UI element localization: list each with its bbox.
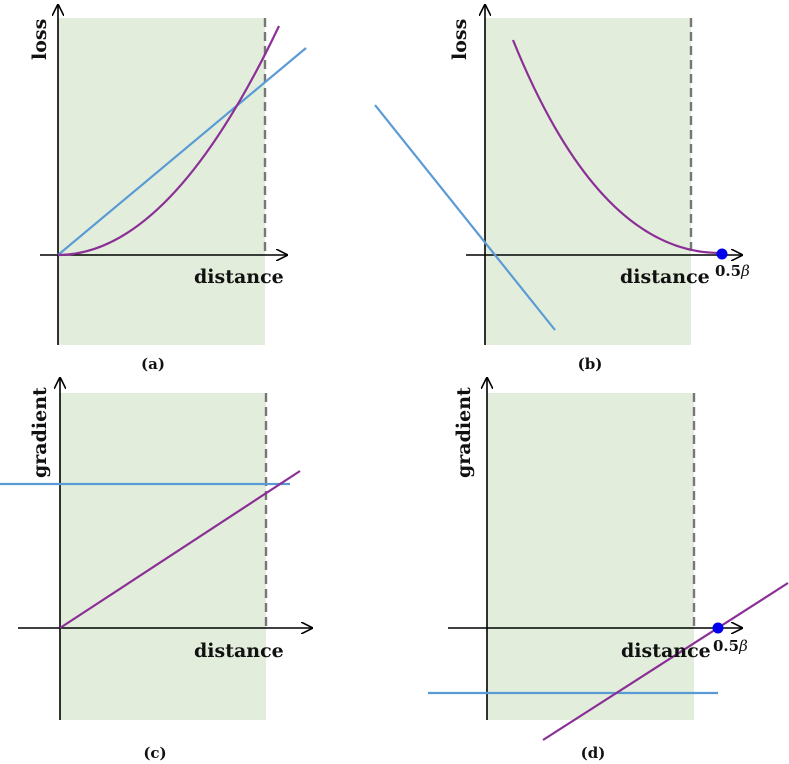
x-axis-label: distance bbox=[621, 640, 711, 662]
blue-linear-curve bbox=[57, 47, 307, 256]
purple-linear-gradient bbox=[59, 470, 301, 629]
panel-a: loss distance (a) bbox=[29, 5, 307, 373]
panel-b: loss distance 0.5β (b) bbox=[374, 5, 750, 373]
y-axis-label: gradient bbox=[453, 387, 475, 478]
x-axis-label: distance bbox=[620, 266, 710, 288]
shaded-region bbox=[58, 18, 265, 345]
shaded-region bbox=[487, 393, 694, 720]
half-beta-label: 0.5β bbox=[713, 637, 748, 655]
purple-quadratic-curve bbox=[57, 25, 280, 257]
panel-d: gradient distance 0.5β (d) bbox=[428, 378, 789, 762]
panel-caption: (a) bbox=[141, 355, 165, 373]
panel-caption: (c) bbox=[143, 744, 166, 762]
panel-c: gradient distance (c) bbox=[0, 378, 312, 762]
shaded-region bbox=[60, 393, 266, 720]
blue-linear-curve bbox=[374, 104, 556, 331]
x-axis-label: distance bbox=[194, 266, 284, 288]
shaded-region bbox=[485, 18, 691, 345]
y-axis-label: loss bbox=[29, 19, 51, 60]
y-axis-label: gradient bbox=[29, 387, 51, 478]
x-axis-label: distance bbox=[194, 640, 284, 662]
half-beta-label: 0.5β bbox=[715, 262, 750, 280]
purple-linear-gradient bbox=[542, 582, 789, 741]
half-beta-marker bbox=[712, 622, 724, 634]
y-axis-label: loss bbox=[449, 19, 471, 60]
panel-caption: (b) bbox=[578, 355, 603, 373]
panel-caption: (d) bbox=[581, 744, 606, 762]
half-beta-marker bbox=[716, 248, 728, 260]
purple-quadratic-curve bbox=[511, 39, 723, 255]
